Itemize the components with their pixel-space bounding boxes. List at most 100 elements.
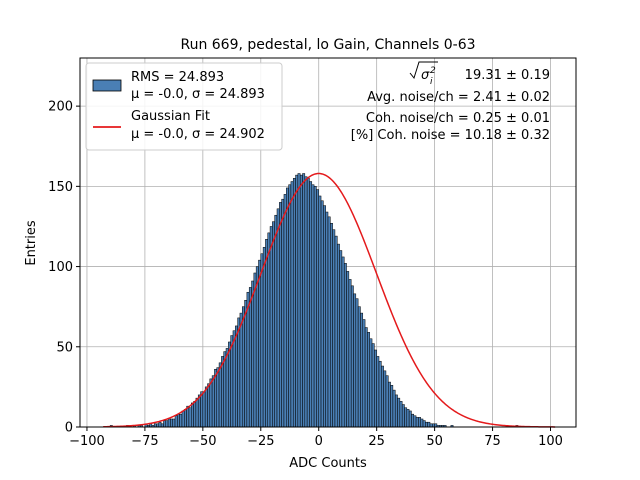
histogram-bar: [167, 418, 171, 428]
histogram-bar: [246, 291, 250, 428]
histogram-bar: [288, 184, 292, 428]
histogram-bar: [367, 332, 370, 428]
histogram-bar: [406, 409, 410, 428]
histogram-bar: [350, 285, 354, 428]
histogram-bar: [330, 222, 333, 428]
histogram-bar: [239, 312, 243, 428]
legend: RMS = 24.893 μ = -0.0, σ = 24.893 Gaussi…: [85, 62, 283, 151]
histogram-bar: [411, 413, 415, 428]
histogram-bar: [364, 327, 368, 428]
histogram-bar: [225, 348, 229, 428]
histogram-bar: [413, 415, 417, 428]
histogram-bar: [237, 317, 241, 428]
histogram-bar: [369, 338, 373, 428]
histogram-bar: [255, 266, 259, 428]
histogram-bar: [401, 404, 405, 428]
histogram-bar: [362, 319, 366, 428]
noise-annotations: σ 2 i 19.31 ± 0.19 Avg. noise/ch = 2.41 …: [351, 61, 550, 143]
histogram-bar: [216, 367, 220, 428]
x-axis-ticks: −100 −75 −50 −25 0 25 50 75 100: [69, 427, 563, 449]
histogram-bar: [276, 208, 280, 428]
histogram-bar: [193, 401, 197, 428]
histogram-bar: [390, 385, 394, 428]
histogram-bar: [188, 407, 192, 428]
x-tick-label: 75: [484, 434, 501, 449]
histogram-bar: [223, 351, 227, 428]
histogram-bar: [408, 410, 412, 428]
histogram-bar: [383, 370, 387, 428]
histogram-bar: [174, 415, 178, 428]
x-tick-label: −100: [69, 434, 105, 449]
histogram-bar: [397, 397, 401, 428]
x-tick-label: 25: [368, 434, 385, 449]
sqrt-sigma-symbol: σ 2 i: [409, 61, 438, 87]
annotation-sqrt-sigma: 19.31 ± 0.19: [465, 68, 550, 83]
histogram-bar: [318, 195, 322, 428]
histogram-bar: [292, 178, 296, 428]
x-tick-label: 50: [426, 434, 443, 449]
histogram-bar: [269, 226, 273, 428]
x-tick-label: −75: [131, 434, 158, 449]
histogram-bar: [204, 386, 208, 428]
histogram-bar: [425, 421, 428, 428]
histogram-bar: [346, 271, 350, 428]
histogram-bar: [181, 410, 185, 428]
histogram-bar: [353, 293, 357, 428]
plot-frame: [79, 57, 577, 428]
histogram-bar: [186, 405, 190, 428]
histogram-bar: [230, 335, 234, 428]
y-tick-label: 0: [65, 421, 73, 436]
histogram-bar: [334, 235, 338, 428]
histogram-bar: [260, 253, 264, 428]
histogram-bar: [207, 383, 211, 428]
y-axis-ticks: 0 50 100 150 200: [48, 100, 80, 436]
histogram-bar: [202, 391, 206, 428]
annotation-coh-percent: [%] Coh. noise = 10.18 ± 0.32: [351, 128, 550, 143]
histogram-bar: [218, 362, 222, 428]
histogram-bar: [374, 349, 377, 428]
histogram-bar: [337, 243, 340, 428]
histogram-bar: [253, 272, 257, 428]
svg-text:2: 2: [430, 66, 436, 76]
histogram-bar: [332, 229, 336, 428]
histogram-bar: [251, 280, 255, 428]
histogram-bar: [381, 365, 384, 428]
svg-text:i: i: [430, 77, 433, 87]
histogram-bar: [241, 306, 245, 428]
histogram-bar: [200, 391, 204, 428]
histogram-bar: [339, 250, 343, 428]
y-tick-label: 150: [48, 180, 73, 195]
chart-title: Run 669, pedestal, lo Gain, Channels 0-6…: [180, 37, 475, 53]
histogram-bar: [281, 198, 285, 428]
histogram-bar: [420, 418, 424, 428]
histogram-bar: [311, 184, 315, 428]
legend-box: [85, 62, 283, 151]
histogram-bar: [163, 420, 167, 428]
histogram-bar: [371, 343, 375, 428]
histogram-bar: [211, 375, 215, 428]
histogram-bar: [248, 287, 252, 428]
histogram-bar: [399, 401, 403, 428]
histogram-bar: [385, 375, 389, 428]
histogram-bar: [302, 173, 306, 428]
legend-hist-line1: RMS = 24.893: [131, 70, 224, 85]
histogram-bar: [320, 200, 324, 428]
histogram-bar: [297, 173, 301, 428]
histogram-bar: [357, 306, 361, 428]
legend-fit-line1: Gaussian Fit: [131, 109, 210, 124]
histogram-bar: [388, 381, 391, 428]
histogram-bar: [172, 418, 176, 428]
histogram-bar: [376, 356, 380, 428]
histogram-bar: [343, 263, 347, 428]
legend-fit-line2: μ = -0.0, σ = 24.902: [131, 127, 265, 142]
histogram-bar: [325, 211, 329, 428]
histogram-bar: [295, 174, 299, 428]
histogram-bar: [177, 413, 180, 428]
gaussian-fit-line: [103, 172, 556, 428]
histogram-bar: [404, 407, 408, 428]
x-tick-label: −50: [189, 434, 216, 449]
histogram-bar: [244, 300, 248, 428]
histogram-bar: [283, 194, 287, 428]
histogram-bar: [267, 232, 271, 428]
histogram-bar: [290, 181, 294, 428]
